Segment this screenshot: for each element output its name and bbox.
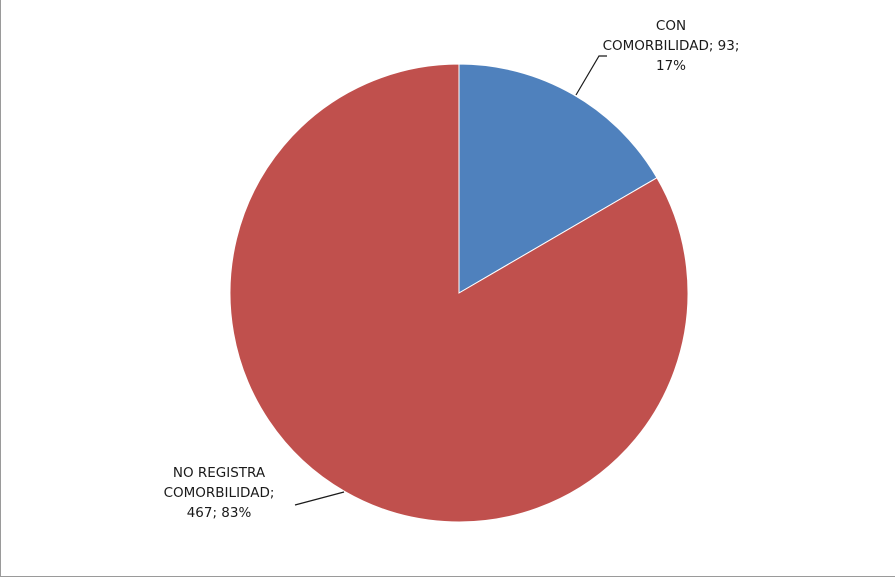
slice-label-line: 17%	[655, 58, 686, 74]
slice-label-line: NO REGISTRA	[172, 465, 266, 481]
slice-label-line: CON	[655, 18, 687, 34]
leader-lines	[294, 55, 607, 506]
slice-label-line: COMORBILIDAD;	[163, 485, 275, 501]
pie-slice-con-comorbilidad	[458, 63, 658, 294]
pie-slice-no-registra-comorbilidad	[229, 63, 689, 523]
pie-slices	[229, 63, 689, 523]
slice-label-no-registra-comorbilidad: NO REGISTRA COMORBILIDAD; 467; 83%	[119, 463, 319, 523]
leader-line-con-comorbilidad	[575, 55, 607, 96]
slice-label-line: COMORBILIDAD; 93;	[602, 38, 740, 54]
slice-label-line: 467; 83%	[186, 505, 252, 521]
leader-line-no-registra-comorbilidad	[294, 491, 345, 506]
slice-label-con-comorbilidad: CON COMORBILIDAD; 93; 17%	[556, 16, 786, 76]
